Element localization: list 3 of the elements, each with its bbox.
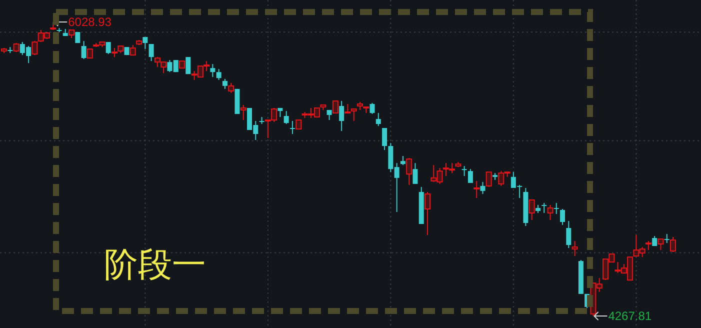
annotation: 4267.81 bbox=[608, 309, 652, 323]
annotation: 6028.93 bbox=[68, 15, 112, 29]
annotation: 阶段一 bbox=[104, 246, 206, 284]
